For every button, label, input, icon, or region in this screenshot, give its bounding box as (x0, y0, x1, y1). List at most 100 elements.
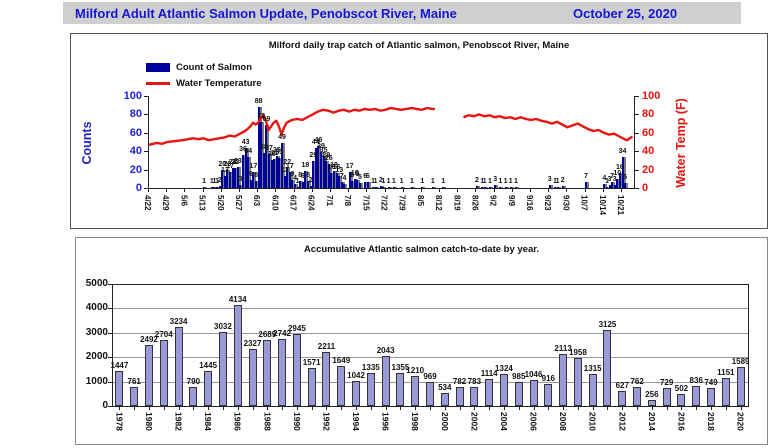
daily-catch-bar (553, 187, 556, 188)
x-axis-tick (202, 188, 204, 192)
year-value: 2704 (154, 330, 173, 340)
report-header: Milford Adult Atlantic Salmon Update, Pe… (63, 2, 741, 24)
x-axis-year-label: 2018 (706, 412, 717, 431)
daily-catch-bar (242, 154, 245, 188)
daily-catch-bar (304, 171, 307, 188)
report-date: October 25, 2020 (573, 5, 678, 21)
year-value: 1958 (569, 348, 587, 358)
x-axis-tick (402, 188, 404, 192)
daily-catch-bar (317, 145, 320, 188)
year-bar (470, 386, 479, 406)
daily-catch-value: 2 (378, 177, 383, 185)
daily-catch-bar (499, 187, 502, 188)
daily-catch-value: 3 (612, 176, 617, 184)
daily-catch-value: 35 (319, 146, 328, 154)
daily-catch-value: 4 (602, 175, 607, 183)
year-bar (263, 340, 272, 406)
year-value: 985 (512, 371, 526, 381)
x-axis-tick (341, 406, 343, 410)
daily-catch-bar (340, 181, 343, 188)
daily-catch-value: 88 (254, 98, 263, 106)
daily-catch-value: 8 (306, 171, 310, 179)
daily-catch-bar (265, 124, 268, 188)
x-axis-tick (740, 406, 742, 410)
x-axis-tick-label: 6/3 (252, 195, 262, 207)
daily-catch-bar (273, 159, 276, 188)
daily-catch-value: 2 (308, 177, 313, 185)
x-axis-tick (282, 406, 284, 410)
year-value: 969 (423, 372, 437, 382)
year-bar (559, 354, 568, 406)
left-axis-line (112, 284, 113, 406)
daily-catch-bar (421, 187, 424, 188)
daily-catch-bar (262, 153, 265, 188)
year-value: 1335 (361, 363, 380, 373)
x-axis-year-label: 2000 (439, 412, 450, 431)
left-axis-line (148, 96, 149, 188)
daily-catch-value: 23 (233, 157, 242, 165)
legend-item-temp: Water Temperature (146, 75, 262, 91)
daily-catch-value: 1 (386, 178, 391, 185)
daily-catch-value: 1 (555, 178, 560, 185)
daily-catch-value: 4 (342, 175, 347, 183)
x-axis-tick (457, 188, 459, 192)
x-axis-tick (220, 188, 222, 192)
daily-catch-bar (231, 167, 234, 188)
daily-catch-value: 72 (257, 112, 266, 120)
year-bar (233, 305, 242, 406)
daily-catch-value: 46 (314, 136, 323, 144)
year-value: 2043 (376, 346, 395, 356)
daily-catch-bar (359, 183, 361, 188)
daily-catch-bar (483, 187, 486, 188)
x-axis-year-label: 2016 (676, 412, 687, 431)
daily-catch-value: 13 (220, 167, 229, 175)
daily-catch-bar (351, 180, 354, 188)
daily-catch-bar (379, 186, 382, 188)
year-value: 790 (186, 376, 201, 386)
daily-catch-bar (203, 187, 206, 188)
daily-catch-bar (210, 187, 213, 188)
daily-catch-value: 17 (345, 163, 354, 171)
year-value: 2211 (317, 342, 336, 352)
year-bar (529, 380, 538, 406)
daily-catch-bar (296, 187, 299, 188)
right-axis-tick-label: 80 (642, 108, 655, 121)
daily-catch-bar (348, 172, 351, 188)
x-axis-year-label: 2010 (587, 412, 598, 431)
daily-catch-bar (234, 167, 237, 188)
daily-catch-value: 18 (330, 162, 338, 170)
year-bar (633, 387, 642, 406)
daily-catch-bar (288, 172, 291, 188)
daily-catch-value: 35 (272, 146, 281, 154)
x-axis-tick (725, 406, 727, 410)
y-axis-tick (108, 332, 112, 334)
left-axis-tick (144, 188, 148, 189)
daily-catch-value: 20 (223, 160, 232, 168)
x-axis-tick (548, 406, 550, 410)
daily-catch-value: 1 (488, 178, 492, 185)
accumulative-catch-chart: Accumulative Atlantic salmon catch-to-da… (75, 237, 768, 445)
daily-catch-bar (278, 157, 281, 188)
daily-catch-bar (611, 181, 614, 188)
year-bar (499, 373, 508, 406)
year-bar (588, 373, 597, 406)
daily-catch-value: 3 (493, 176, 498, 184)
daily-catch-bar (624, 183, 627, 188)
daily-catch-bar (475, 186, 478, 188)
daily-catch-value: 16 (332, 164, 341, 172)
year-bar (218, 332, 227, 406)
daily-catch-bar (556, 187, 559, 188)
daily-catch-value: 22 (231, 158, 240, 166)
daily-catch-value: 1 (503, 178, 508, 185)
daily-catch-bar (330, 173, 333, 188)
x-axis-tick (348, 188, 350, 192)
daily-catch-bar (618, 173, 621, 188)
x-axis-tick-label: 8/12 (434, 195, 444, 211)
daily-catch-value: 2 (560, 177, 565, 185)
x-axis-tick-label: 10/21 (616, 195, 625, 216)
daily-catch-value: 31 (270, 150, 279, 158)
year-value: 502 (674, 383, 689, 393)
daily-catch-value: 69 (262, 115, 271, 123)
x-axis-tick-label: 9/9 (506, 195, 516, 207)
daily-catch-value: 29 (322, 152, 331, 160)
